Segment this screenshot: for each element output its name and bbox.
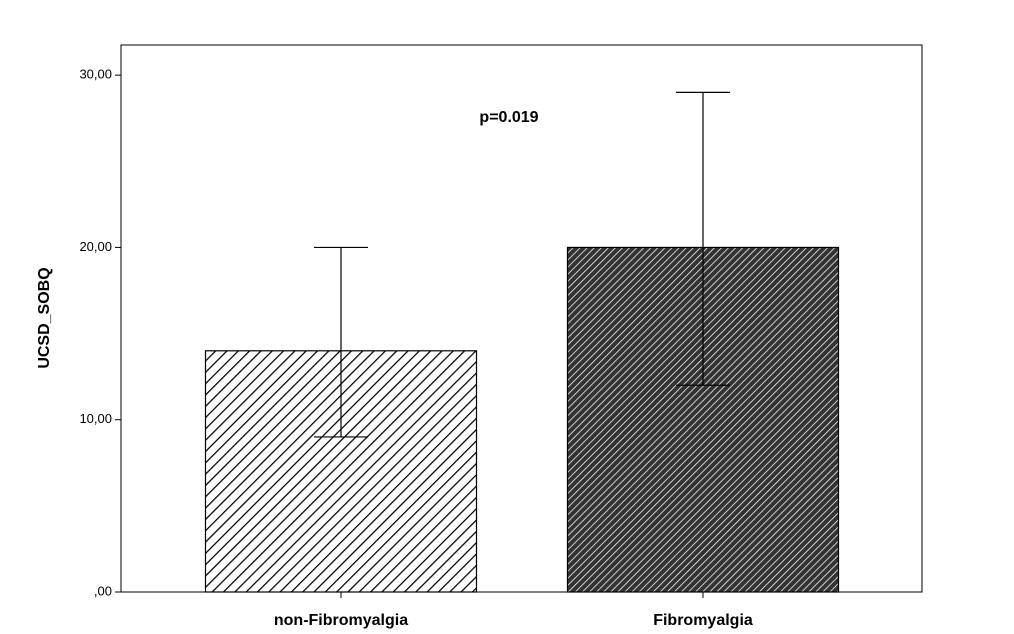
x-tick-label: Fibromyalgia [653, 612, 753, 629]
plot-frame [120, 44, 923, 593]
y-tick-label: 30,00 [79, 67, 112, 82]
annotation: p=0.019 [479, 109, 538, 126]
y-axis-label: UCSD_SOBQ [36, 267, 53, 368]
y-tick-label: 10,00 [79, 411, 112, 426]
y-tick-label: 20,00 [79, 239, 112, 254]
y-tick-label: ,00 [94, 583, 112, 598]
x-tick-label: non-Fibromyalgia [274, 612, 408, 629]
